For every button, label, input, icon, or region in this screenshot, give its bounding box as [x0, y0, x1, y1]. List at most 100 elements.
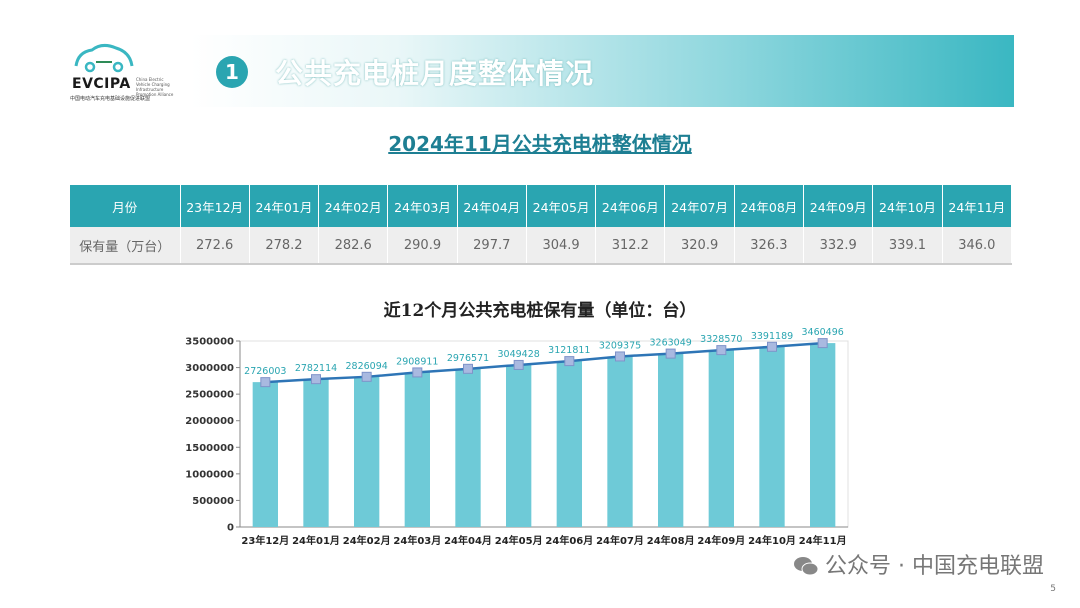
y-tick-label: 1000000	[185, 469, 234, 480]
table-cell-value: 282.6	[318, 227, 389, 265]
watermark: 公众号 · 中国充电联盟	[793, 548, 1044, 580]
data-label: 3391189	[751, 331, 793, 342]
line-marker	[767, 341, 777, 352]
line-marker	[564, 356, 575, 367]
data-label: 2726003	[244, 366, 286, 377]
table-cell-value: 326.3	[734, 227, 805, 265]
y-tick-label: 500000	[192, 496, 234, 507]
bar	[354, 376, 380, 527]
line-marker	[513, 359, 524, 370]
page-number: 5	[1050, 584, 1056, 594]
table-cell-value: 278.2	[249, 227, 320, 265]
table-cell-value: 297.7	[457, 227, 527, 265]
table-row-label: 保有量（万台）	[70, 227, 181, 265]
table-header-month: 24年01月	[249, 185, 320, 227]
table-header-month: 24年02月	[318, 185, 389, 227]
series-line	[265, 341, 823, 384]
data-label: 2908911	[396, 356, 438, 367]
y-tick-label: 0	[227, 523, 234, 534]
chart-title: 近12个月公共充电桩保有量（单位：台）	[383, 301, 697, 321]
table-header-month: 24年04月	[457, 185, 527, 227]
x-tick-label: 24年01月	[292, 534, 340, 547]
data-label: 3460496	[802, 327, 844, 338]
bar-line-chart: 0 500000 1000000 1500000 2000000 2500000 30000…	[185, 327, 849, 547]
evcipa-logo: EVCIPA China Electric Vehicle Charging I…	[66, 40, 186, 110]
line-marker	[817, 338, 828, 349]
logo-brand: EVCIPA	[72, 76, 131, 92]
header-band	[190, 35, 1014, 107]
line-marker	[716, 345, 727, 356]
y-tick-label: 2000000	[185, 416, 234, 427]
table-header-month: 24年07月	[664, 185, 735, 227]
y-tick-label: 3000000	[185, 363, 234, 374]
page-title: 公共充电桩月度整体情况	[275, 57, 595, 90]
y-tick-label: 3500000	[185, 337, 234, 348]
line-marker	[665, 348, 676, 359]
data-label: 3263049	[650, 338, 692, 349]
table-cell-value: 346.0	[942, 227, 1013, 265]
x-tick-label: 24年09月	[697, 534, 745, 547]
y-tick-label: 1500000	[185, 443, 234, 454]
bar	[303, 379, 329, 527]
table-header-month: 24年05月	[526, 185, 597, 227]
bar	[607, 356, 633, 527]
line-marker	[412, 367, 423, 378]
data-label: 2976571	[447, 353, 489, 364]
x-tick-label: 24年05月	[495, 534, 543, 547]
line-marker	[260, 377, 271, 388]
bar	[759, 346, 785, 527]
bar	[708, 350, 734, 527]
data-label: 2826094	[346, 361, 388, 372]
logo-english: China Electric Vehicle Charging Infrastr…	[136, 77, 174, 97]
x-tick-label: 24年07月	[596, 534, 644, 547]
x-tick-label: 24年04月	[444, 534, 492, 547]
data-label: 2782114	[295, 363, 337, 374]
x-tick-label: 24年08月	[647, 534, 695, 547]
bar	[810, 343, 836, 527]
table-header-month: 24年06月	[595, 185, 666, 227]
bar	[658, 353, 684, 527]
x-tick-label: 24年06月	[545, 534, 593, 547]
table-row: 保有量（万台） 272.6 278.2 282.6 290.9 297.7 304.9 31…	[70, 227, 1013, 265]
section-number-badge: 1	[216, 56, 248, 88]
x-tick-label: 24年11月	[799, 534, 847, 547]
table-header-month: 24年09月	[803, 185, 874, 227]
bar	[455, 368, 481, 527]
table-header-label: 月份	[70, 185, 181, 227]
bar	[556, 361, 582, 527]
table-header-month: 24年11月	[942, 185, 1013, 227]
x-tick-label: 24年03月	[393, 534, 441, 547]
table-cell-value: 339.1	[872, 227, 943, 265]
data-label: 3049428	[498, 349, 540, 360]
x-tick-label: 24年10月	[748, 534, 796, 547]
table-cell-value: 332.9	[803, 227, 874, 265]
table-cell-value: 304.9	[526, 227, 597, 265]
table-header-month: 24年03月	[387, 185, 458, 227]
table-cell-value: 272.6	[180, 227, 250, 265]
table-header-row: 月份 23年12月 24年01月 24年02月 24年03月 24年04月 24年05月 2…	[70, 185, 1013, 227]
x-tick-label: 23年12月	[241, 534, 289, 547]
table-cell-value: 320.9	[664, 227, 735, 265]
table-header-month: 23年12月	[180, 185, 250, 227]
table-header-month: 24年10月	[872, 185, 943, 227]
line-marker	[615, 351, 625, 362]
line-marker	[311, 374, 321, 385]
table-title: 2024年11月公共充电桩整体情况	[388, 132, 692, 156]
table-header-month: 24年08月	[734, 185, 805, 227]
y-tick-label: 2500000	[185, 390, 234, 401]
bar	[252, 382, 278, 527]
car-plug-icon	[74, 43, 134, 73]
bar	[506, 364, 532, 527]
data-label: 3209375	[599, 340, 641, 351]
line-marker	[361, 371, 372, 382]
watermark-text: 公众号 · 中国充电联盟	[825, 554, 1044, 579]
line-marker	[463, 363, 473, 374]
plot-area	[239, 340, 849, 528]
logo-chinese: 中国电动汽车充电基础设施促进联盟	[70, 96, 151, 102]
bar	[404, 372, 430, 527]
summary-table: 月份 23年12月 24年01月 24年02月 24年03月 24年04月 24年05月 2…	[70, 185, 1013, 265]
wechat-icon	[794, 557, 819, 576]
table-cell-value: 312.2	[595, 227, 666, 265]
x-tick-label: 24年02月	[343, 534, 391, 547]
data-label: 3121811	[548, 345, 590, 356]
